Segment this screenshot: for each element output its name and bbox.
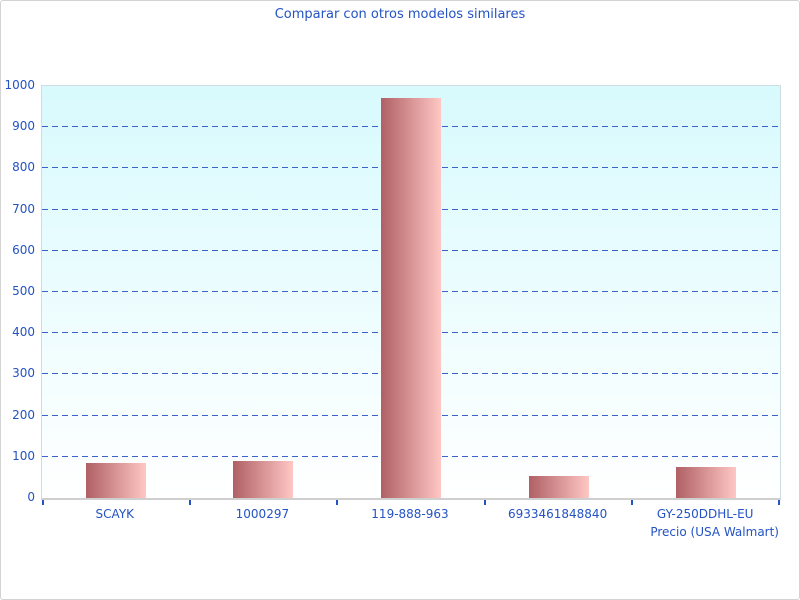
y-tick-label-1000: 1000 — [4, 78, 35, 92]
x-axis-tick — [42, 500, 44, 505]
y-tick-label-400: 400 — [12, 325, 35, 340]
x-axis-tick — [483, 500, 486, 505]
x-category-label-119-888-963: 119-888-963 — [371, 507, 449, 521]
y-tick-label-700: 700 — [12, 201, 35, 216]
x-category-label-SCAYK: SCAYK — [95, 507, 135, 521]
y-tick-label-100: 100 — [12, 448, 35, 463]
y-tick-label-200: 200 — [12, 407, 35, 422]
bar-119-888-963 — [381, 98, 441, 498]
x-axis-tick — [336, 500, 339, 505]
x-axis-title: Precio (USA Walmart) — [650, 525, 779, 539]
bar-SCAYK — [85, 462, 146, 498]
x-axis-tick — [188, 500, 191, 505]
y-tick-label-900: 900 — [12, 119, 35, 134]
x-category-label-GY-250DDHL-EU: GY-250DDHL-EU — [656, 507, 754, 521]
bar-GY-250DDHL-EU — [676, 466, 737, 498]
y-tick-label-300: 300 — [12, 366, 35, 381]
bar-1000297 — [233, 460, 294, 498]
y-tick-label-500: 500 — [12, 284, 35, 298]
x-category-label-1000297: 1000297 — [235, 507, 290, 521]
bar-6933461848840 — [528, 475, 589, 498]
y-tick-label-800: 800 — [12, 160, 35, 175]
plot-area — [41, 85, 781, 505]
y-tick-label-600: 600 — [12, 242, 35, 257]
x-axis-tick — [778, 500, 780, 505]
y-tick-label-0: 0 — [27, 490, 35, 504]
chart-title: Comparar con otros modelos similares — [274, 7, 526, 22]
x-axis-tick — [631, 500, 634, 505]
x-category-label-6933461848840: 6933461848840 — [507, 507, 608, 521]
